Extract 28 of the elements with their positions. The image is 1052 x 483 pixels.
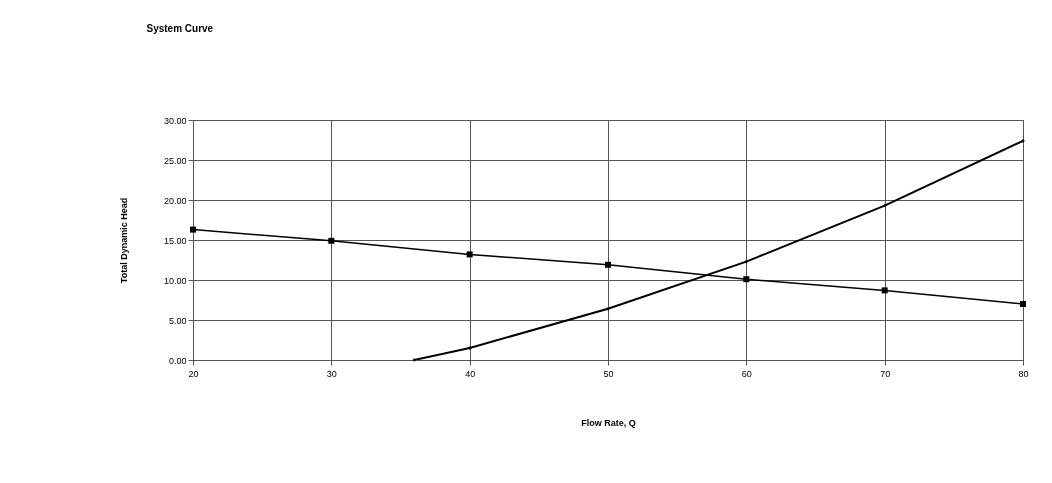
- y-tick-label: 10.00: [163, 275, 187, 286]
- y-tick-label: 0.00: [168, 355, 187, 366]
- x-tick-label: 30: [326, 368, 337, 379]
- x-tick-label: 70: [880, 368, 891, 379]
- point: [1021, 138, 1025, 143]
- x-tick-label: 60: [741, 368, 752, 379]
- y-tick-label: 25.00: [163, 155, 187, 166]
- y-tick-label: 15.00: [163, 235, 187, 246]
- point: [605, 261, 611, 268]
- x-tick-label: 50: [603, 368, 614, 379]
- point: [881, 287, 888, 294]
- y-tick-label: 20.00: [163, 195, 187, 206]
- point: [467, 346, 472, 350]
- point: [606, 306, 610, 311]
- x-tick-label: 20: [188, 368, 199, 379]
- point: [466, 251, 473, 258]
- point: [328, 237, 335, 244]
- point: [412, 358, 417, 362]
- point: [190, 226, 196, 233]
- y-tick-label: 30.00: [163, 115, 187, 126]
- x-tick-label: 40: [465, 368, 476, 379]
- x-axis-title: Flow Rate, Q: [581, 417, 636, 428]
- point: [743, 276, 750, 283]
- point: [1020, 301, 1026, 307]
- y-tick-label: 5.00: [168, 315, 187, 326]
- x-tick-label: 80: [1018, 368, 1029, 379]
- chart-title: System Curve: [146, 23, 214, 34]
- y-axis-title: Total Dynamic Head: [118, 197, 129, 284]
